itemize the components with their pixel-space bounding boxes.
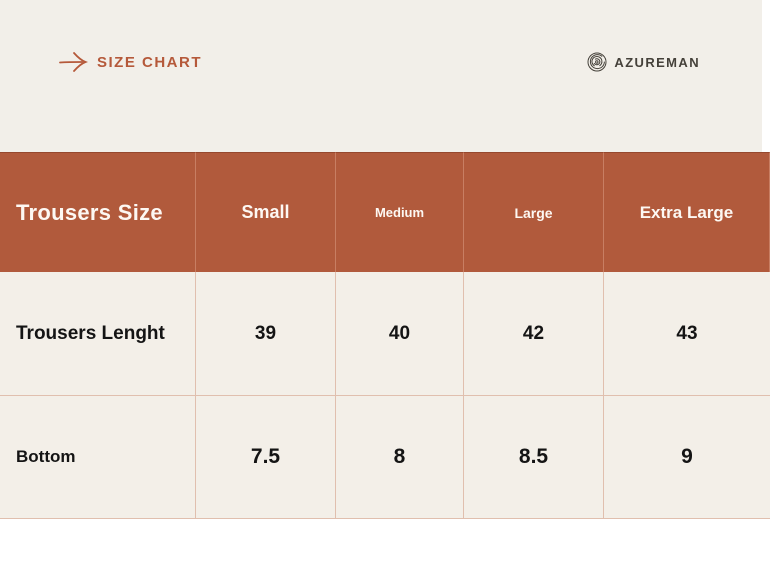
cell-trousers-lenght-medium: 40: [336, 272, 464, 396]
cell-bottom-small: 7.5: [196, 396, 336, 519]
spiral-logo-icon: [587, 52, 607, 72]
cell-bottom-extra-large: 9: [604, 396, 770, 519]
brand-group: AZUREMAN: [587, 52, 700, 72]
brand-name: AZUREMAN: [614, 54, 700, 70]
size-chart-table: Trousers Size Small Medium Large Extra L…: [0, 152, 770, 519]
row-label-trousers-lenght: Trousers Lenght: [0, 272, 196, 396]
cell-bottom-medium: 8: [336, 396, 464, 519]
column-header-large: Large: [464, 152, 604, 272]
column-header-small: Small: [196, 152, 336, 272]
cell-trousers-lenght-large: 42: [464, 272, 604, 396]
page-title: SIZE CHART: [97, 53, 202, 71]
cell-trousers-lenght-small: 39: [196, 272, 336, 396]
column-header-extra-large: Extra Large: [604, 152, 770, 272]
cell-trousers-lenght-extra-large: 43: [604, 272, 770, 396]
header-panel: SIZE CHART AZUREMAN: [0, 0, 762, 152]
arrow-right-icon: [58, 50, 88, 74]
column-header-trousers-size: Trousers Size: [0, 152, 196, 272]
column-header-medium: Medium: [336, 152, 464, 272]
row-label-bottom: Bottom: [0, 396, 196, 519]
cell-bottom-large: 8.5: [464, 396, 604, 519]
size-chart-title-group: SIZE CHART: [58, 50, 202, 74]
